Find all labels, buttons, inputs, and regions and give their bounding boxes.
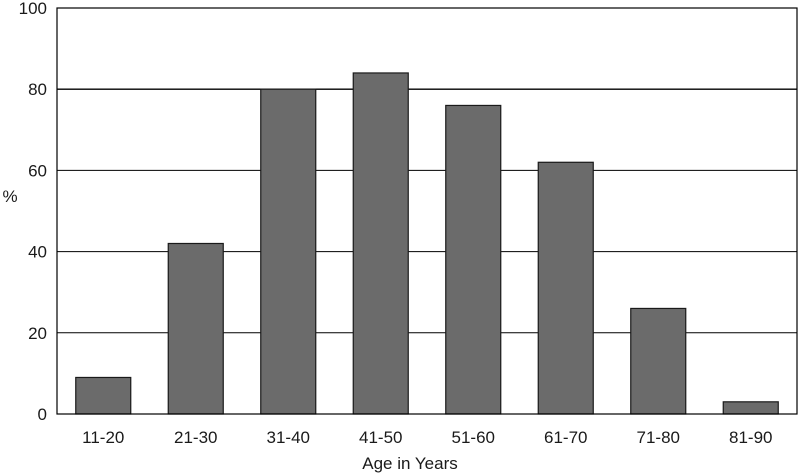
y-tick-label: 80 — [28, 80, 47, 99]
bar-51-60 — [445, 104, 502, 415]
x-tick-label: 41-50 — [359, 428, 402, 447]
y-tick-label: 0 — [38, 405, 47, 424]
x-axis-ticks: 11-20 21-30 31-40 41-50 51-60 61-70 71-80 81-90 — [82, 428, 772, 447]
plot-frame — [56, 7, 798, 415]
bar-81-90 — [722, 401, 779, 415]
x-tick-label: 51-60 — [452, 428, 495, 447]
bar-61-70 — [537, 161, 594, 415]
x-tick-label: 11-20 — [82, 428, 124, 447]
y-tick-label: 40 — [28, 243, 47, 262]
x-tick-label: 61-70 — [544, 428, 587, 447]
x-tick-label: 71-80 — [637, 428, 680, 447]
x-tick-label: 21-30 — [174, 428, 217, 447]
y-tick-label: 100 — [19, 0, 47, 18]
y-tick-label: 60 — [28, 161, 47, 180]
y-tick-label: 20 — [28, 324, 47, 343]
x-tick-label: 31-40 — [267, 428, 310, 447]
y-axis-ticks: 0 20 40 60 80 100 — [19, 0, 47, 424]
bar-11-20 — [75, 376, 132, 415]
bar-71-80 — [630, 307, 687, 415]
bar-41-50 — [352, 72, 409, 415]
bars — [75, 72, 779, 415]
bar-21-30 — [167, 242, 224, 415]
x-tick-label: 81-90 — [729, 428, 772, 447]
y-axis-title: % — [2, 187, 17, 206]
bar-31-40 — [260, 88, 317, 415]
x-axis-title: Age in Years — [362, 454, 457, 473]
